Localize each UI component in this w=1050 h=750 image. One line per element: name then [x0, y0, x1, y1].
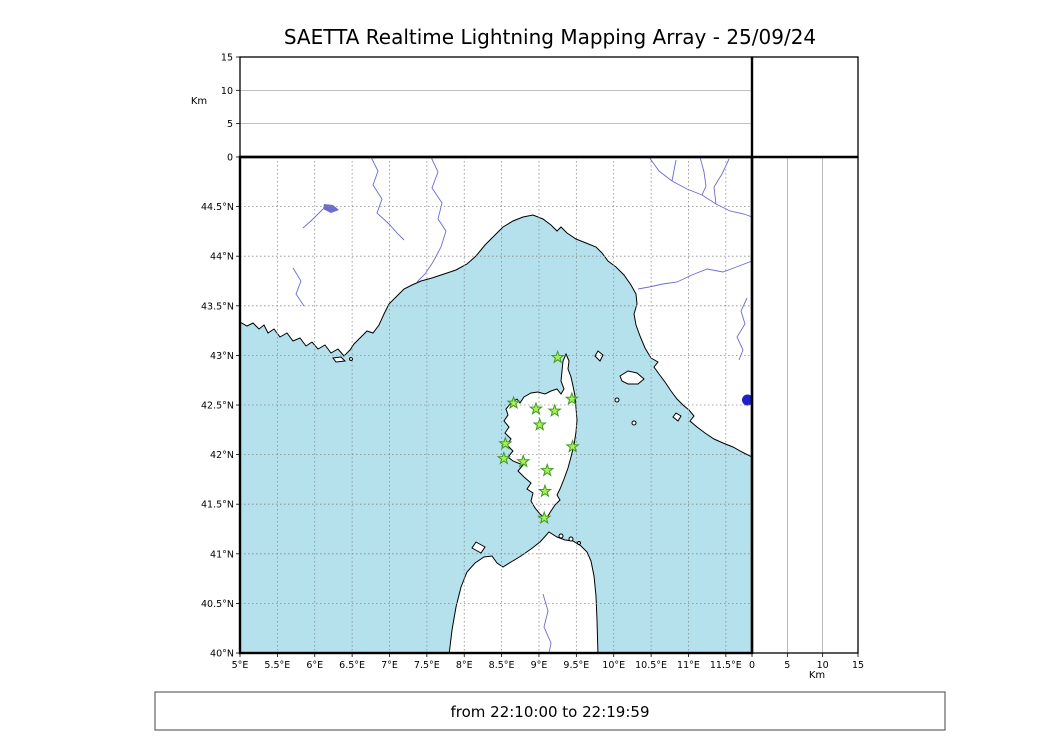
river-line	[637, 260, 752, 290]
river-line	[542, 593, 552, 653]
distance-axis-ticks: 0 5 10 15	[749, 653, 864, 671]
altitude-tick-label: 10	[221, 86, 233, 97]
lma-station-star	[550, 349, 565, 364]
altitude-axis-label-left: Km	[191, 96, 207, 107]
lma-station-star	[564, 391, 580, 406]
river-line	[736, 297, 748, 361]
river-line	[416, 157, 447, 283]
river-line	[370, 157, 405, 241]
lon-tick-label: 8.5°E	[489, 660, 515, 671]
lma-station-star	[537, 483, 553, 498]
lon-tick-label: 9°E	[531, 660, 548, 671]
lma-stations	[496, 349, 580, 525]
lat-tick-label: 40.5°N	[201, 599, 234, 610]
altitude-longitude-gridlines	[240, 89, 752, 125]
lma-station-star	[496, 451, 511, 465]
hyeres-island	[332, 356, 347, 363]
lma-station-star	[532, 417, 547, 431]
corner-panel	[751, 56, 859, 158]
lma-station-star	[528, 401, 544, 416]
lon-tick-label: 9.5°E	[563, 660, 589, 671]
distance-tick-label: 5	[784, 660, 790, 671]
sardinia-island	[448, 531, 599, 653]
corsica-island	[503, 352, 578, 520]
lat-tick-label: 40°N	[210, 649, 234, 660]
lon-tick-label: 8°E	[456, 660, 473, 671]
lma-station-star	[540, 462, 555, 477]
asinara-island	[471, 541, 486, 554]
distance-axis-label-right: Km	[809, 670, 825, 681]
lon-tick-label: 7.5°E	[414, 660, 440, 671]
lma-station-star	[565, 439, 580, 453]
rivers	[292, 157, 752, 653]
lake-marker	[742, 394, 752, 406]
elba-island	[619, 370, 645, 385]
maddalena-islet	[558, 533, 564, 539]
giglio-island	[672, 412, 682, 422]
lat-tick-label: 42.5°N	[201, 401, 234, 412]
lon-tick-label: 11.5°E	[710, 660, 742, 671]
river-line	[671, 159, 677, 182]
time-range-box	[154, 691, 946, 731]
alpine-lake	[323, 204, 339, 213]
lma-station-star	[498, 436, 513, 450]
lat-tick-label: 44.5°N	[201, 202, 234, 213]
blue-lake-circle	[742, 394, 752, 406]
lma-station-star	[516, 454, 531, 468]
distance-tick-label: 15	[852, 660, 864, 671]
lma-station-star	[506, 395, 521, 410]
lat-tick-label: 41°N	[210, 549, 234, 560]
lon-tick-label: 10.5°E	[635, 660, 667, 671]
pianosa-islet	[614, 397, 620, 403]
maddalena-islet	[577, 541, 581, 545]
lon-tick-label: 11°E	[677, 660, 700, 671]
distance-tick-label: 0	[749, 660, 755, 671]
mainland-coastline	[240, 157, 752, 458]
lma-station-star	[547, 403, 562, 418]
altitude-tick-label: 0	[227, 153, 233, 164]
lat-tick-label: 41.5°N	[201, 500, 234, 511]
lon-tick-label: 5°E	[232, 660, 249, 671]
river-line	[292, 267, 305, 307]
river-line	[699, 157, 707, 196]
montecristo-islet	[631, 420, 637, 426]
altitude-latitude-panel	[751, 156, 859, 654]
altitude-tick-label: 5	[227, 119, 233, 130]
distance-tick-label: 10	[817, 660, 829, 671]
lat-tick-label: 44°N	[210, 252, 234, 263]
lma-station-star	[537, 510, 552, 525]
lat-tick-label: 42°N	[210, 450, 234, 461]
maddalena-islet	[568, 536, 574, 542]
lat-tick-label: 43°N	[210, 351, 234, 362]
map-panel	[240, 157, 752, 653]
figure-title: SAETTA Realtime Lightning Mapping Array …	[284, 25, 816, 49]
time-range-text: from 22:10:00 to 22:19:59	[450, 703, 649, 721]
river-line	[302, 208, 324, 229]
altitude-longitude-panel	[239, 56, 753, 158]
lat-tick-label: 43.5°N	[201, 301, 234, 312]
capraia-island	[594, 350, 604, 362]
map-axis-ticks: 5°E 5.5°E 6°E 6.5°E 7°E 7.5°E 8°E 8.5°E 9°E 9.5°E…	[201, 202, 742, 671]
lon-tick-label: 10°E	[602, 660, 625, 671]
lon-tick-label: 7°E	[381, 660, 398, 671]
lon-tick-label: 6°E	[306, 660, 323, 671]
lon-tick-label: 5.5°E	[264, 660, 290, 671]
map-gridlines	[240, 157, 752, 653]
altitude-latitude-gridlines	[786, 157, 824, 653]
altitude-tick-label: 15	[221, 53, 233, 64]
altitude-axis-ticks: 0 5 10 15	[221, 53, 240, 164]
lon-tick-label: 6.5°E	[339, 660, 365, 671]
